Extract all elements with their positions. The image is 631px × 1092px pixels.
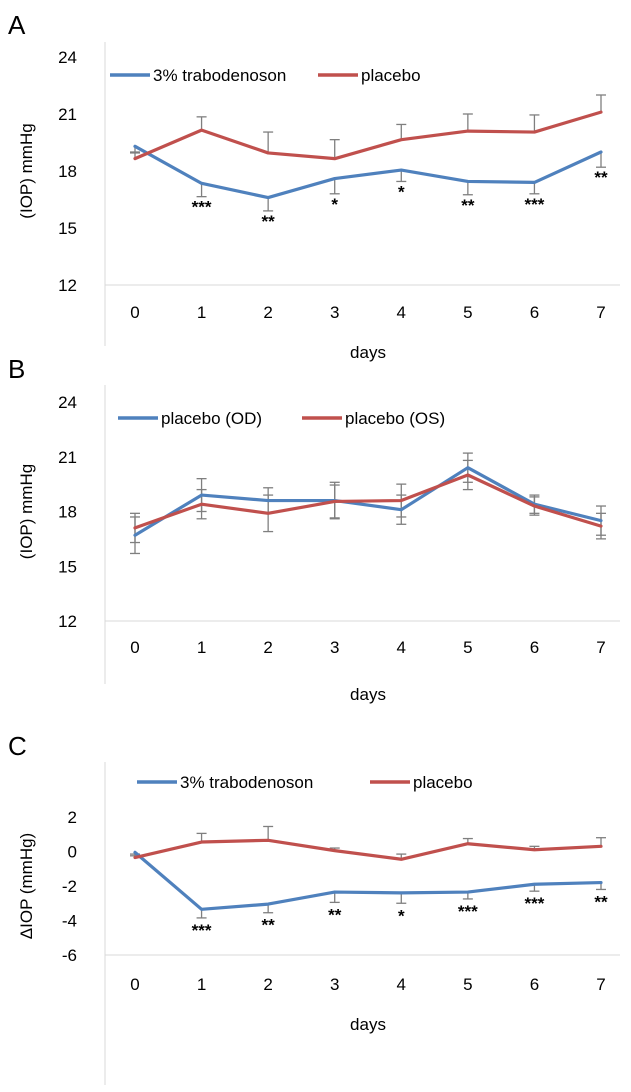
- significance-mark: ***: [458, 902, 478, 921]
- series-line-0: [133, 144, 603, 200]
- y-tick-label: 18: [58, 162, 77, 181]
- panel-label: A: [8, 10, 26, 40]
- x-tick-label: 2: [263, 303, 272, 322]
- y-axis-title: ΔIOP (mmHg): [17, 833, 36, 939]
- y-tick-label: -6: [62, 946, 77, 965]
- significance-mark: **: [594, 892, 608, 911]
- x-tick-label: 2: [263, 975, 272, 994]
- y-tick-label: -2: [62, 877, 77, 896]
- legend-label: placebo: [413, 773, 473, 792]
- legend-label: 3% trabodenoson: [153, 66, 286, 85]
- significance-mark: ***: [192, 198, 212, 217]
- significance-mark: **: [262, 916, 276, 935]
- x-tick-label: 3: [330, 975, 339, 994]
- y-axis-title: (IOP) mmHg: [17, 123, 36, 218]
- series-line-1: [133, 838, 603, 861]
- legend-label: 3% trabodenoson: [180, 773, 313, 792]
- x-tick-label: 1: [197, 638, 206, 657]
- x-tick-label: 4: [397, 975, 406, 994]
- x-tick-label: 7: [596, 303, 605, 322]
- significance-mark: **: [594, 168, 608, 187]
- x-tick-label: 0: [130, 975, 139, 994]
- significance-mark: ***: [524, 894, 544, 913]
- significance-mark: **: [262, 212, 276, 231]
- x-tick-label: 5: [463, 303, 472, 322]
- x-axis-title: days: [350, 685, 386, 704]
- y-tick-label: 18: [58, 503, 77, 522]
- y-tick-label: 0: [68, 843, 77, 862]
- y-tick-label: 2: [68, 808, 77, 827]
- significance-mark: *: [398, 182, 405, 201]
- y-tick-label: 24: [58, 393, 77, 412]
- y-tick-label: 15: [58, 219, 77, 238]
- x-tick-label: 3: [330, 638, 339, 657]
- x-tick-label: 0: [130, 303, 139, 322]
- x-tick-label: 5: [463, 638, 472, 657]
- x-tick-label: 6: [530, 638, 539, 657]
- significance-mark: ***: [524, 195, 544, 214]
- y-tick-label: 12: [58, 612, 77, 631]
- x-tick-label: 4: [397, 638, 406, 657]
- significance-mark: *: [331, 195, 338, 214]
- x-tick-label: 3: [330, 303, 339, 322]
- x-tick-label: 2: [263, 638, 272, 657]
- x-axis-title: days: [350, 343, 386, 362]
- x-tick-label: 4: [397, 303, 406, 322]
- significance-mark: **: [461, 196, 475, 215]
- y-axis-title: (IOP) mmHg: [17, 464, 36, 559]
- series-line-0: [133, 466, 603, 537]
- x-tick-label: 7: [596, 638, 605, 657]
- legend-label: placebo (OS): [345, 409, 445, 428]
- panel-label: C: [8, 731, 27, 761]
- y-tick-label: 24: [58, 48, 77, 67]
- x-tick-label: 1: [197, 975, 206, 994]
- series-line-1: [133, 110, 603, 161]
- x-tick-label: 1: [197, 303, 206, 322]
- series-line-1: [133, 473, 603, 530]
- legend-label: placebo (OD): [161, 409, 262, 428]
- legend-label: placebo: [361, 66, 421, 85]
- y-tick-label: 15: [58, 557, 77, 576]
- y-tick-label: 21: [58, 448, 77, 467]
- panel-label: B: [8, 354, 25, 384]
- series-0: [130, 146, 606, 212]
- series-1: [130, 94, 606, 159]
- x-tick-label: 6: [530, 975, 539, 994]
- x-tick-label: 5: [463, 975, 472, 994]
- significance-mark: **: [328, 905, 342, 924]
- y-tick-label: 21: [58, 105, 77, 124]
- x-tick-label: 7: [596, 975, 605, 994]
- y-tick-label: -4: [62, 912, 77, 931]
- significance-mark: *: [398, 906, 405, 925]
- x-tick-label: 0: [130, 638, 139, 657]
- y-tick-label: 12: [58, 276, 77, 295]
- series-line-0: [133, 850, 603, 911]
- x-axis-title: days: [350, 1015, 386, 1034]
- significance-mark: ***: [192, 921, 212, 940]
- x-tick-label: 6: [530, 303, 539, 322]
